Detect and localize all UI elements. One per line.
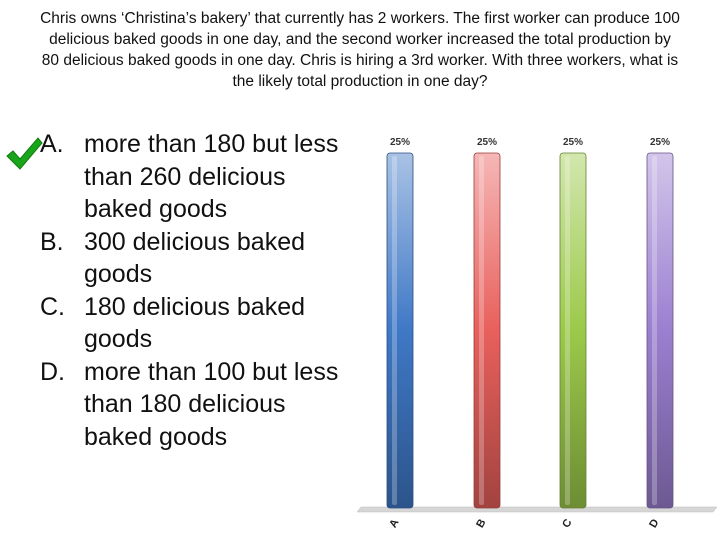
bar-highlight <box>652 156 657 505</box>
chart-floor <box>356 506 718 513</box>
bar-d <box>646 152 674 509</box>
response-bar-chart: 25% A 25% B 25% C 25% D <box>356 137 718 530</box>
category-label: C <box>560 517 574 530</box>
category-label: B <box>474 517 488 530</box>
bar-value-label: 25% <box>563 137 583 148</box>
checkmark-icon <box>6 137 43 170</box>
option-letter: C. <box>40 292 65 321</box>
bar-highlight <box>479 156 484 505</box>
bar-a <box>386 152 414 509</box>
option-text: more than 180 but less than 260 deliciou… <box>84 130 339 223</box>
option-a: A. more than 180 but less than 260 delic… <box>40 128 360 226</box>
question-text: Chris owns ‘Christina’s bakery’ that cur… <box>40 10 680 90</box>
bar-highlight <box>392 156 397 505</box>
option-c: C. 180 delicious baked goods <box>40 291 360 356</box>
option-letter: B. <box>40 227 64 256</box>
option-text: 180 delicious baked goods <box>84 292 305 354</box>
bar-value-label: 25% <box>390 137 410 148</box>
category-label: A <box>387 517 401 530</box>
answer-options: A. more than 180 but less than 260 delic… <box>40 128 360 453</box>
option-letter: A. <box>40 130 64 158</box>
bar-c <box>559 152 587 509</box>
bar-value-label: 25% <box>650 137 670 148</box>
option-text: more than 100 but less than 180 deliciou… <box>84 357 339 451</box>
bar-value-label: 25% <box>477 137 497 148</box>
category-label: D <box>647 517 661 530</box>
option-text: 300 delicious baked goods <box>84 227 305 289</box>
bar-b <box>473 152 501 509</box>
option-d: D. more than 100 but less than 180 delic… <box>40 356 360 454</box>
option-b: B. 300 delicious baked goods <box>40 226 360 291</box>
bar-highlight <box>565 156 570 505</box>
option-letter: D. <box>40 357 65 386</box>
